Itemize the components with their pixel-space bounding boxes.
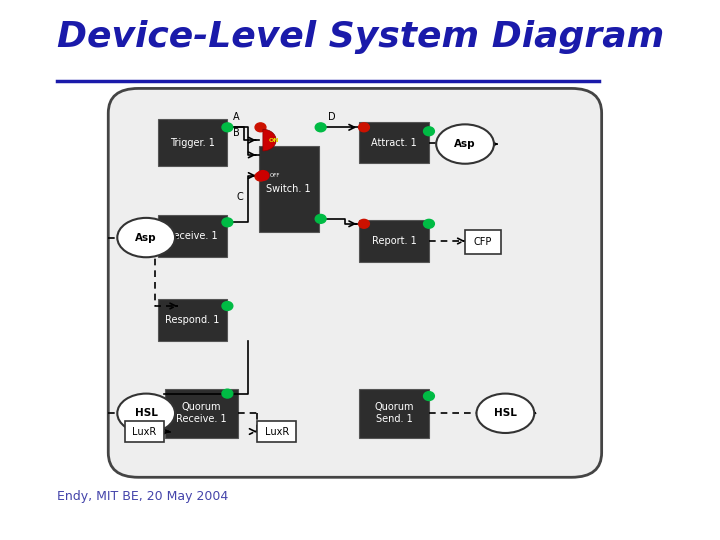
- Circle shape: [315, 214, 326, 224]
- Text: D: D: [328, 112, 336, 123]
- FancyBboxPatch shape: [125, 421, 164, 442]
- FancyBboxPatch shape: [108, 89, 602, 477]
- Text: B: B: [233, 127, 240, 138]
- Text: Device-Level System Diagram: Device-Level System Diagram: [57, 20, 665, 54]
- FancyBboxPatch shape: [359, 122, 428, 164]
- Circle shape: [222, 218, 233, 227]
- Circle shape: [315, 123, 326, 132]
- Text: C: C: [236, 192, 243, 202]
- Text: LuxR: LuxR: [132, 427, 156, 436]
- Text: Asp: Asp: [454, 139, 476, 149]
- Circle shape: [222, 301, 233, 310]
- Text: HSL: HSL: [494, 408, 517, 418]
- FancyBboxPatch shape: [158, 299, 227, 341]
- Text: Asp: Asp: [135, 233, 157, 242]
- Ellipse shape: [117, 218, 175, 257]
- Circle shape: [222, 389, 233, 398]
- Text: Switch. 1: Switch. 1: [266, 184, 311, 194]
- Wedge shape: [263, 129, 276, 151]
- FancyBboxPatch shape: [158, 215, 227, 257]
- Text: LuxR: LuxR: [265, 427, 289, 436]
- Circle shape: [255, 123, 266, 132]
- FancyBboxPatch shape: [257, 421, 297, 442]
- Ellipse shape: [436, 124, 494, 164]
- Text: Trigger. 1: Trigger. 1: [170, 138, 215, 147]
- FancyBboxPatch shape: [465, 230, 501, 254]
- Text: Quorum
Send. 1: Quorum Send. 1: [374, 402, 414, 424]
- Circle shape: [423, 127, 434, 136]
- Circle shape: [222, 123, 233, 132]
- FancyBboxPatch shape: [359, 220, 428, 262]
- Ellipse shape: [117, 394, 175, 433]
- Circle shape: [359, 123, 369, 132]
- Circle shape: [255, 172, 266, 181]
- FancyBboxPatch shape: [359, 389, 428, 438]
- Circle shape: [359, 219, 369, 228]
- FancyBboxPatch shape: [158, 119, 227, 166]
- Text: OFF: OFF: [270, 173, 281, 178]
- Text: Attract. 1: Attract. 1: [372, 138, 417, 147]
- Text: HSL: HSL: [135, 408, 158, 418]
- Ellipse shape: [477, 394, 534, 433]
- Circle shape: [423, 392, 434, 401]
- Text: ON: ON: [269, 138, 279, 143]
- Text: Quorum
Receive. 1: Quorum Receive. 1: [176, 402, 227, 424]
- Text: Report. 1: Report. 1: [372, 236, 416, 246]
- Text: A: A: [233, 112, 240, 123]
- FancyBboxPatch shape: [258, 146, 319, 232]
- Circle shape: [257, 171, 269, 180]
- Circle shape: [423, 219, 434, 228]
- Text: Receive. 1: Receive. 1: [167, 231, 218, 241]
- FancyBboxPatch shape: [166, 389, 238, 438]
- Text: CFP: CFP: [474, 237, 492, 247]
- Text: Respond. 1: Respond. 1: [166, 315, 220, 325]
- Text: Endy, MIT BE, 20 May 2004: Endy, MIT BE, 20 May 2004: [57, 490, 228, 503]
